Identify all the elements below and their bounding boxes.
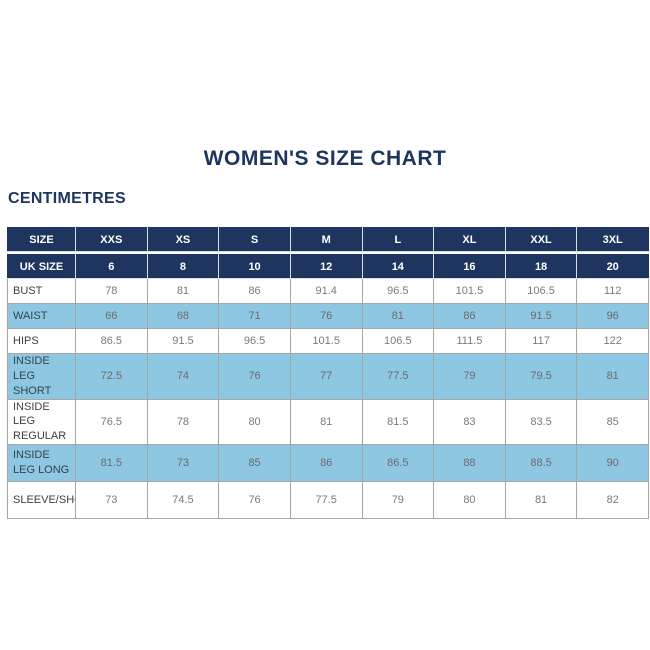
measurement-value-cell: 91.5 (146, 328, 220, 354)
measurement-value-cell: 81 (289, 398, 363, 446)
uk-size-cell: 20 (576, 254, 649, 279)
size-table-body: SIZE XXS XS S M L XL XXL 3XL UK SIZE 6 8 10 12 14 16 18 2… (7, 227, 649, 520)
uk-size-cell: 12 (289, 254, 363, 279)
uk-size-cell: 10 (218, 254, 291, 279)
measurement-value-cell: 74 (146, 353, 220, 400)
measurement-value-cell: 91.5 (504, 303, 578, 329)
measurement-value-cell: 85 (218, 444, 291, 483)
size-header-cell: XL (433, 227, 506, 252)
uk-size-row: UK SIZE 6 8 10 12 14 16 18 20 (7, 254, 649, 279)
measurement-value-cell: 86 (218, 278, 291, 304)
measurement-value-cell: 96.5 (218, 328, 291, 354)
measurement-value-cell: 101.5 (289, 328, 363, 354)
measurement-row: HIPS 86.5 91.5 96.5 101.5 106.5 111.5 117 122 (7, 328, 649, 354)
size-chart-table-container: SIZE XXS XS S M L XL XXL 3XL UK SIZE 6 8 10 12 14 16 18 2… (7, 227, 649, 520)
measurement-row: WAIST 66 68 71 76 81 86 91.5 96 (7, 303, 649, 329)
measurement-value-cell: 101.5 (433, 278, 506, 304)
measurement-value-cell: 76 (218, 481, 291, 520)
measurement-row-label: INSIDE LEG REGULAR (7, 398, 76, 446)
measurement-value-cell: 86.5 (75, 328, 148, 354)
measurement-value-cell: 122 (576, 328, 649, 354)
measurement-row-label: WAIST (7, 303, 76, 329)
size-header-cell: 3XL (576, 227, 649, 252)
size-header-cell: XS (146, 227, 220, 252)
measurement-row: BUST 78 81 86 91.4 96.5 101.5 106.5 112 (7, 278, 649, 304)
uk-size-cell: 6 (75, 254, 148, 279)
measurement-value-cell: 106.5 (361, 328, 435, 354)
size-header-cell: M (289, 227, 363, 252)
measurement-value-cell: 96 (576, 303, 649, 329)
measurement-value-cell: 77 (289, 353, 363, 400)
measurement-value-cell: 66 (75, 303, 148, 329)
measurement-value-cell: 78 (75, 278, 148, 304)
measurement-value-cell: 74.5 (146, 481, 220, 520)
size-header-label: SIZE (7, 227, 76, 252)
uk-size-label: UK SIZE (7, 254, 76, 279)
measurement-value-cell: 79 (361, 481, 435, 520)
measurement-value-cell: 77.5 (361, 353, 435, 400)
measurement-row-label: INSIDE LEG LONG (7, 444, 76, 483)
measurement-row: INSIDE LEG SHORT 72.5 74 76 77 77.5 79 79.5 81 (7, 353, 649, 400)
uk-size-cell: 16 (433, 254, 506, 279)
measurement-value-cell: 111.5 (433, 328, 506, 354)
measurement-value-cell: 81.5 (75, 444, 148, 483)
measurement-value-cell: 85 (576, 398, 649, 446)
measurement-row-label: INSIDE LEG SHORT (7, 353, 76, 400)
uk-size-cell: 18 (504, 254, 578, 279)
measurement-value-cell: 81 (504, 481, 578, 520)
measurement-value-cell: 83.5 (504, 398, 578, 446)
measurement-value-cell: 78 (146, 398, 220, 446)
measurement-value-cell: 73 (75, 481, 148, 520)
measurement-value-cell: 80 (218, 398, 291, 446)
measurement-value-cell: 81 (146, 278, 220, 304)
header-gap (7, 251, 649, 255)
measurement-value-cell: 88.5 (504, 444, 578, 483)
page-title: WOMEN'S SIZE CHART (203, 147, 447, 170)
size-header-cell: L (361, 227, 435, 252)
measurement-value-cell: 88 (433, 444, 506, 483)
measurement-row: INSIDE LEG REGULAR 76.5 78 80 81 81.5 83 83.5 85 (7, 398, 649, 446)
measurement-value-cell: 79.5 (504, 353, 578, 400)
measurement-value-cell: 76 (218, 353, 291, 400)
size-header-cell: XXS (75, 227, 148, 252)
measurement-value-cell: 90 (576, 444, 649, 483)
measurement-value-cell: 86 (289, 444, 363, 483)
measurement-value-cell: 76.5 (75, 398, 148, 446)
measurement-value-cell: 82 (576, 481, 649, 520)
header-gap-row (7, 251, 649, 255)
measurement-value-cell: 86.5 (361, 444, 435, 483)
measurement-value-cell: 76 (289, 303, 363, 329)
measurement-value-cell: 112 (576, 278, 649, 304)
uk-size-cell: 14 (361, 254, 435, 279)
measurement-row: INSIDE LEG LONG 81.5 73 85 86 86.5 88 88.5 90 (7, 444, 649, 483)
measurement-value-cell: 79 (433, 353, 506, 400)
measurement-row-label: BUST (7, 278, 76, 304)
uk-size-cell: 8 (146, 254, 220, 279)
measurement-value-cell: 106.5 (504, 278, 578, 304)
measurement-value-cell: 77.5 (289, 481, 363, 520)
measurement-row-label: HIPS (7, 328, 76, 354)
measurement-value-cell: 117 (504, 328, 578, 354)
measurement-value-cell: 80 (433, 481, 506, 520)
size-table: SIZE XXS XS S M L XL XXL 3XL UK SIZE 6 8 10 12 14 16 18 2… (7, 227, 649, 520)
measurement-value-cell: 68 (146, 303, 220, 329)
measurement-value-cell: 72.5 (75, 353, 148, 400)
measurement-row-label: SLEEVE/SHOULDER (7, 481, 76, 520)
measurement-value-cell: 86 (433, 303, 506, 329)
size-header-row: SIZE XXS XS S M L XL XXL 3XL (7, 227, 649, 252)
measurement-value-cell: 91.4 (289, 278, 363, 304)
size-header-cell: S (218, 227, 291, 252)
size-header-cell: XXL (504, 227, 578, 252)
measurement-value-cell: 96.5 (361, 278, 435, 304)
measurement-value-cell: 81.5 (361, 398, 435, 446)
measurement-value-cell: 83 (433, 398, 506, 446)
measurement-value-cell: 81 (576, 353, 649, 400)
units-label: CENTIMETRES (8, 190, 126, 207)
measurement-value-cell: 71 (218, 303, 291, 329)
measurement-value-cell: 73 (146, 444, 220, 483)
measurement-value-cell: 81 (361, 303, 435, 329)
